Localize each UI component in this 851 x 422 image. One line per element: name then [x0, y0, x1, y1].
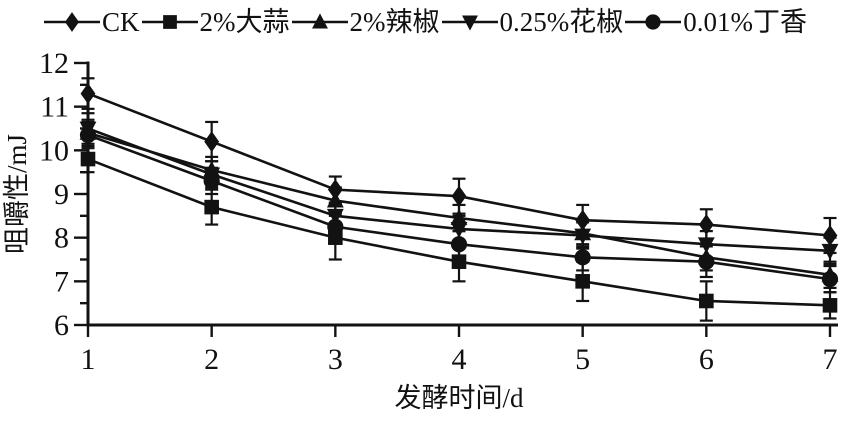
marker-square-icon	[204, 199, 219, 215]
legend-item-0: CK	[43, 6, 140, 37]
legend-key	[441, 15, 498, 31]
legend-item-3: 0.25%花椒	[441, 6, 624, 37]
legend-label: 0.25%花椒	[499, 6, 624, 37]
x-tick-label: 4	[452, 343, 467, 376]
legend-key	[625, 14, 682, 30]
marker-circle-icon	[698, 253, 715, 270]
legend-key	[43, 12, 100, 32]
x-axis-label: 发酵时间/d	[394, 383, 524, 413]
legend-label: CK	[101, 6, 140, 37]
legend-key	[291, 13, 348, 29]
x-tick-label: 1	[81, 343, 96, 376]
y-tick-label: 9	[54, 178, 69, 211]
marker-square-icon	[575, 274, 590, 289]
marker-diamond-icon	[451, 185, 467, 207]
marker-triangle-down-icon	[821, 243, 839, 260]
y-tick-label: 7	[54, 265, 69, 298]
legend-key	[141, 15, 198, 29]
x-tick-label: 3	[328, 343, 343, 376]
marker-triangle-down-icon	[450, 222, 468, 239]
marker-square-icon	[80, 151, 96, 167]
marker-circle-icon	[821, 271, 839, 288]
marker-circle-icon	[79, 126, 97, 144]
marker-diamond-icon	[64, 12, 79, 32]
marker-square-icon	[162, 15, 177, 29]
marker-circle-icon	[574, 249, 591, 266]
legend-label: 2%辣椒	[349, 6, 440, 37]
legend-item-2: 2%辣椒	[291, 6, 440, 37]
marker-diamond-icon	[204, 131, 220, 153]
marker-triangle-down-icon	[461, 15, 478, 31]
x-tick-label: 5	[575, 343, 590, 376]
legend-label: 2%大蒜	[199, 6, 290, 37]
y-tick-label: 10	[39, 134, 69, 167]
marker-circle-icon	[327, 218, 344, 235]
x-tick-label: 7	[823, 343, 838, 376]
legend-item-1: 2%大蒜	[141, 6, 290, 37]
chart-legend: CK 2%大蒜 2%辣椒 0.25%花椒 0.01%丁香	[0, 2, 851, 42]
marker-circle-icon	[450, 236, 468, 253]
y-axis-label: 咀嚼性/mJ	[2, 134, 32, 254]
y-tick-label: 8	[54, 222, 69, 255]
y-tick-label: 12	[39, 47, 69, 80]
marker-triangle-down-icon	[574, 228, 592, 245]
series-4	[79, 120, 839, 294]
marker-square-icon	[822, 298, 838, 313]
marker-diamond-icon	[80, 83, 96, 105]
x-tick-label: 2	[204, 343, 219, 376]
legend-label: 0.01%丁香	[683, 6, 807, 37]
marker-circle-icon	[645, 14, 661, 30]
marker-triangle-up-icon	[311, 13, 328, 29]
marker-square-icon	[699, 293, 714, 309]
y-tick-label: 11	[40, 91, 69, 124]
y-tick-label: 6	[54, 309, 69, 342]
marker-triangle-down-icon	[697, 237, 715, 254]
x-tick-label: 6	[699, 343, 714, 376]
legend-item-4: 0.01%丁香	[625, 8, 807, 36]
marker-circle-icon	[203, 172, 220, 189]
